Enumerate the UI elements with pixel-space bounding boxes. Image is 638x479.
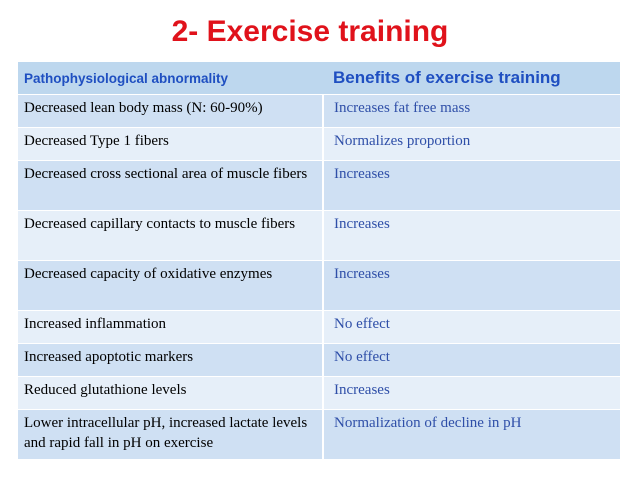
table-row: Increased inflammation No effect xyxy=(18,310,620,344)
table-row: Decreased lean body mass (N: 60-90%) Inc… xyxy=(18,94,620,128)
benefit-cell: Increases xyxy=(323,260,620,311)
header-benefits: Benefits of exercise training xyxy=(323,62,620,95)
table-row: Decreased cross sectional area of muscle… xyxy=(18,160,620,211)
slide-title: 2- Exercise training xyxy=(171,15,449,48)
benefit-cell: Increases xyxy=(323,160,620,211)
benefit-cell: No effect xyxy=(323,310,620,344)
abnormality-cell: Decreased cross sectional area of muscle… xyxy=(18,160,324,211)
benefit-cell: Normalization of decline in pH xyxy=(323,409,620,460)
table-row: Lower intracellular pH, increased lactat… xyxy=(18,409,620,460)
abnormality-benefits-table: Pathophysiological abnormality Benefits … xyxy=(18,62,620,460)
abnormality-cell: Decreased capillary contacts to muscle f… xyxy=(18,210,324,261)
benefit-cell: Increases xyxy=(323,376,620,410)
benefit-cell: Increases fat free mass xyxy=(323,94,620,128)
abnormality-cell: Decreased lean body mass (N: 60-90%) xyxy=(18,94,324,128)
table-header-row: Pathophysiological abnormality Benefits … xyxy=(18,62,620,95)
benefit-cell: Normalizes proportion xyxy=(323,127,620,161)
table-row: Decreased capacity of oxidative enzymes … xyxy=(18,260,620,311)
abnormality-cell: Decreased Type 1 fibers xyxy=(18,127,324,161)
benefit-cell: Increases xyxy=(323,210,620,261)
benefit-cell: No effect xyxy=(323,343,620,377)
table-row: Decreased Type 1 fibers Normalizes propo… xyxy=(18,127,620,161)
abnormality-cell: Increased apoptotic markers xyxy=(18,343,324,377)
table-row: Reduced glutathione levels Increases xyxy=(18,376,620,410)
header-abnormality: Pathophysiological abnormality xyxy=(18,62,323,95)
abnormality-cell: Decreased capacity of oxidative enzymes xyxy=(18,260,324,311)
table-row: Decreased capillary contacts to muscle f… xyxy=(18,210,620,261)
abnormality-cell: Reduced glutathione levels xyxy=(18,376,324,410)
abnormality-cell: Increased inflammation xyxy=(18,310,324,344)
abnormality-cell: Lower intracellular pH, increased lactat… xyxy=(18,409,324,460)
table-row: Increased apoptotic markers No effect xyxy=(18,343,620,377)
